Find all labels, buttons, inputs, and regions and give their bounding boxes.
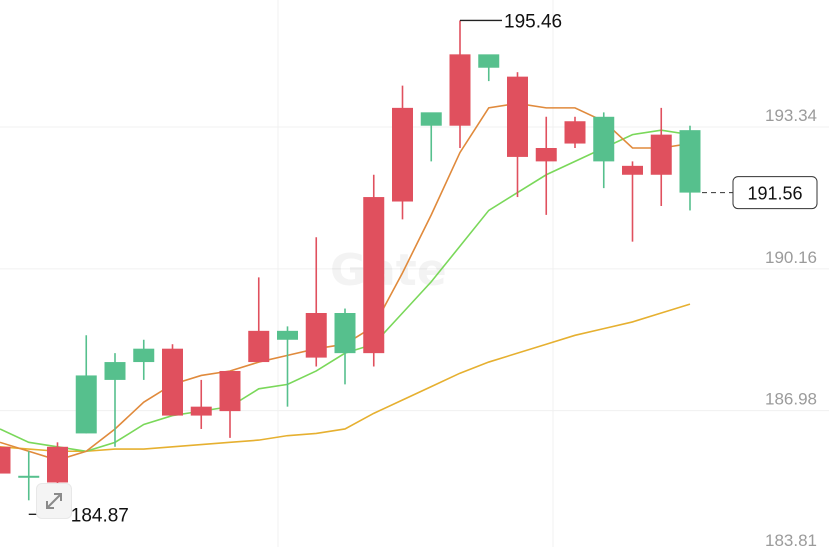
candle[interactable] <box>18 451 40 501</box>
candle[interactable] <box>277 326 298 407</box>
candle-body <box>622 165 643 175</box>
candle[interactable] <box>507 72 528 198</box>
candle[interactable] <box>593 112 615 189</box>
candle-body <box>305 313 327 358</box>
y-axis-ticks: 193.34 190.16 186.98 183.81 <box>765 106 817 547</box>
expand-icon <box>46 493 62 509</box>
candle-body <box>162 348 183 416</box>
candle[interactable] <box>478 54 500 82</box>
candle-body <box>277 330 298 340</box>
candle[interactable] <box>305 237 327 367</box>
candle-body <box>18 475 40 478</box>
candle[interactable] <box>392 85 413 220</box>
candles[interactable] <box>0 20 701 501</box>
candle-body <box>248 330 270 363</box>
candle[interactable] <box>75 335 97 434</box>
candle-body <box>392 107 413 202</box>
candle[interactable] <box>420 112 442 162</box>
candle[interactable] <box>650 107 672 206</box>
candle-body <box>650 134 672 175</box>
candle[interactable] <box>363 174 385 367</box>
candle[interactable] <box>564 116 586 149</box>
candle-body <box>564 121 586 144</box>
y-tick-label: 183.81 <box>765 531 817 547</box>
candle-body <box>507 76 528 157</box>
ma-long-line <box>0 303 691 453</box>
candle-body <box>478 54 500 68</box>
candle[interactable] <box>622 161 643 242</box>
candle[interactable] <box>0 446 11 474</box>
candle[interactable] <box>190 379 212 429</box>
y-tick-label: 193.34 <box>765 106 817 125</box>
candle[interactable] <box>449 20 471 149</box>
candle-body <box>535 148 557 162</box>
candle-body <box>190 406 212 416</box>
candle-body <box>47 446 68 483</box>
candle-body <box>420 112 442 126</box>
candle[interactable] <box>334 308 356 385</box>
candle-body <box>679 130 701 193</box>
candle[interactable] <box>535 116 557 215</box>
candle[interactable] <box>133 339 155 380</box>
candle[interactable] <box>679 125 701 211</box>
candle-body <box>104 362 126 380</box>
last-price-label: 191.56 <box>747 184 802 204</box>
high-price-label: 195.46 <box>504 11 562 32</box>
candle-body <box>75 375 97 434</box>
candle-body <box>593 116 615 162</box>
candle-body <box>363 197 385 354</box>
candle-body <box>334 313 356 354</box>
candle-body <box>133 348 155 363</box>
candle[interactable] <box>248 277 270 363</box>
candle-body <box>219 370 241 412</box>
last-price-box <box>732 176 818 210</box>
watermark: Gate <box>330 245 447 296</box>
annotations: 195.46 184.87 191.56 <box>28 11 818 526</box>
low-price-label: 184.87 <box>71 505 129 526</box>
candle-body <box>449 54 471 126</box>
candle[interactable] <box>104 353 126 447</box>
candle[interactable] <box>219 370 241 438</box>
candle[interactable] <box>162 344 183 416</box>
y-tick-label: 186.98 <box>765 390 817 409</box>
expand-button[interactable] <box>36 483 72 519</box>
candle-body <box>0 446 11 474</box>
y-tick-label: 190.16 <box>765 248 817 267</box>
